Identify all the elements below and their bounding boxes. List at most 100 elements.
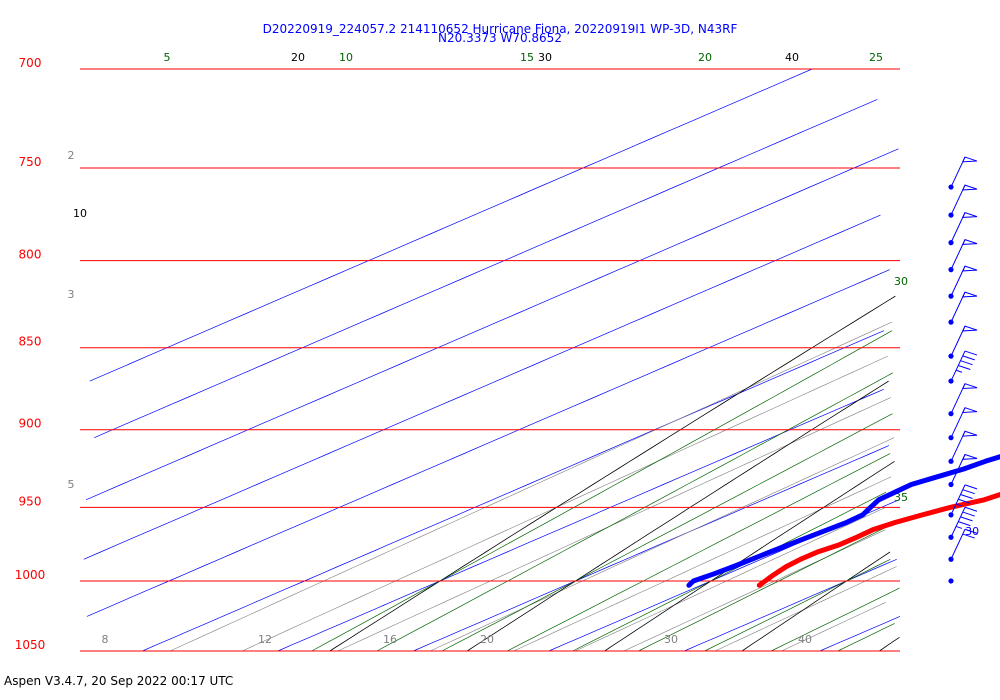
- mixing-ratio-label: 12: [258, 633, 272, 646]
- moist-adiabat-label: 30: [894, 275, 908, 288]
- moist-adiabat-line: [441, 413, 893, 652]
- wind-barb: [948, 350, 978, 384]
- wind-barb-feather: [964, 506, 978, 512]
- mixing-ratio-label: 40: [798, 633, 812, 646]
- moist-adiabat-line: [771, 587, 900, 652]
- wind-barb-feather: [958, 364, 971, 370]
- isotherm-line: [89, 68, 813, 382]
- mixing-ratio-label: 20: [480, 633, 494, 646]
- wind-barb-shaft: [950, 350, 966, 382]
- wind-barb: [948, 383, 978, 417]
- mixing-ratio-label: 3: [68, 288, 75, 301]
- wind-barb-pennant: [961, 430, 978, 437]
- mixing-ratio-line: [242, 355, 888, 652]
- wind-barb-shaft: [950, 529, 966, 560]
- dry-adiabat-label: 30: [538, 51, 552, 64]
- wind-barb: [948, 211, 978, 246]
- mixing-ratio-label: 30: [664, 633, 678, 646]
- wind-barb: [948, 453, 978, 488]
- mixing-ratio-line: [513, 476, 892, 652]
- moist-adiabat-label: 5: [164, 51, 171, 64]
- mixing-ratio-label: 16: [383, 633, 397, 646]
- wind-barb-pennant: [961, 156, 978, 163]
- moist-adiabat-line: [376, 372, 894, 652]
- wind-barb: [948, 430, 978, 464]
- wind-barb-feather: [958, 521, 971, 527]
- wind-barb-shaft: [950, 484, 966, 516]
- dry-adiabat-line: [466, 380, 889, 652]
- wind-barb: [948, 506, 978, 540]
- isotherm-line: [277, 388, 884, 652]
- wind-barb: [948, 238, 978, 273]
- moist-adiabat-label: 10: [339, 51, 353, 64]
- wind-barb-feather: [962, 355, 975, 361]
- wind-barb-feather: [960, 360, 973, 366]
- wind-barb-pennant: [961, 325, 978, 332]
- moist-adiabat-line: [311, 330, 893, 652]
- wind-barb-pennant: [961, 383, 978, 390]
- wind-barb: [948, 156, 978, 190]
- mixing-ratio-line: [575, 507, 886, 652]
- wind-barb: [948, 407, 978, 441]
- wind-barb-pennant: [961, 238, 978, 245]
- wind-barb-pennant: [961, 453, 978, 460]
- wind-barb-station-dot: [948, 578, 954, 584]
- dewpoint-profile: [686, 454, 1000, 588]
- wind-barb-pennant: [961, 265, 978, 272]
- wind-barb-feather: [962, 533, 975, 539]
- moist-adiabat-line: [572, 491, 887, 652]
- wind-barb-feather: [960, 494, 973, 499]
- isotherm-line: [819, 616, 901, 652]
- mixing-ratio-line: [430, 437, 895, 652]
- isotherm-line: [86, 269, 890, 617]
- wind-barb-feather: [958, 498, 971, 504]
- moist-adiabat-line: [507, 453, 891, 652]
- wind-barb-pennant: [961, 211, 978, 218]
- isotherm-line: [142, 330, 885, 652]
- moist-adiabat-line: [704, 558, 891, 652]
- isotherm-line: [85, 148, 899, 501]
- wind-barb-half-feather: [955, 525, 963, 529]
- wind-barb-feather: [962, 489, 975, 495]
- pressure-label: 850: [19, 335, 42, 349]
- moist-adiabat-line: [837, 623, 895, 652]
- isotherm-line: [94, 99, 878, 439]
- dry-adiabat-line: [741, 551, 891, 652]
- isotherm-line: [684, 558, 897, 652]
- wind-barb-feather: [964, 484, 978, 490]
- chart-title: D20220919_224057.2 214110652 Hurricane F…: [263, 22, 738, 36]
- moist-adiabat-label: 35: [894, 491, 908, 504]
- wind-barb-pennant: [961, 407, 978, 414]
- wind-barb: [948, 484, 978, 518]
- pressure-label: 900: [19, 417, 42, 431]
- wind-barb-shaft: [950, 507, 966, 538]
- isotherm-line: [413, 445, 890, 652]
- wind-barbs: [948, 156, 978, 584]
- pressure-label: 1050: [15, 638, 46, 652]
- wind-barb-half-feather: [955, 503, 963, 507]
- mixing-ratio-label: 5: [68, 478, 75, 491]
- wind-barb-pennant: [961, 184, 978, 191]
- dry-adiabat-line: [329, 295, 896, 652]
- pressure-label: 800: [19, 248, 42, 262]
- wind-barb: [948, 265, 978, 299]
- dry-adiabat-label: 10: [73, 207, 87, 220]
- wind-barb: [948, 291, 978, 325]
- mixing-ratio-label: 8: [102, 633, 109, 646]
- moist-adiabat-label: 25: [869, 51, 883, 64]
- mixing-ratio-line: [169, 321, 893, 652]
- wind-barb-feather: [964, 528, 978, 534]
- isobars: [80, 68, 900, 652]
- temperature-profile: [756, 492, 1000, 588]
- moist-adiabat-label: 15: [520, 51, 534, 64]
- background-grid: [83, 68, 901, 652]
- mixing-ratio-line: [623, 529, 886, 652]
- moist-adiabat-label: 20: [698, 51, 712, 64]
- grid-labels: 70075080085090095010001050-1001020302030…: [15, 51, 979, 652]
- pressure-label: 700: [19, 56, 42, 70]
- wind-barb: [948, 528, 978, 562]
- wind-barb-feather: [960, 516, 973, 522]
- dry-adiabat-label: 40: [785, 51, 799, 64]
- mixing-ratio-line: [781, 602, 886, 652]
